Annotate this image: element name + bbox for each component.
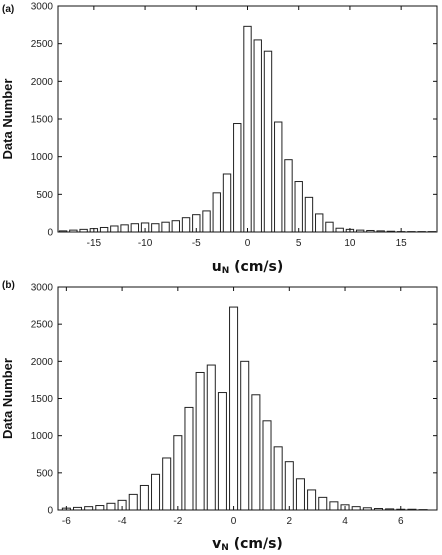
chart-a-bar	[243, 25, 252, 233]
chart-b-bar	[151, 473, 161, 511]
chart-b-bar	[162, 457, 172, 511]
chart-b-bar	[273, 446, 283, 511]
chart-b-bar	[295, 478, 305, 511]
chart-a-bar	[253, 39, 262, 233]
chart-a-bar	[284, 159, 293, 233]
chart-b-ytick-label: 500	[36, 468, 53, 479]
chart-b-xtick-label: -6	[62, 516, 71, 527]
chart-b-bar	[329, 501, 339, 511]
chart-a-xlabel-unit: (cm/s)	[229, 259, 283, 275]
chart-a-bar	[233, 123, 242, 233]
chart-a-bar	[274, 121, 283, 233]
chart-a-bar	[202, 210, 211, 233]
chart-a-xtick-label: -15	[87, 238, 102, 249]
chart-b-bar	[307, 489, 317, 511]
chart-a-bars	[58, 25, 437, 233]
chart-b-xlabel-main: v	[212, 536, 221, 552]
chart-a-bar	[263, 50, 273, 233]
chart-a-bar	[212, 192, 221, 233]
chart-a-ytick-label: 1500	[31, 115, 54, 126]
chart-b-bar	[229, 306, 239, 511]
chart-b-bar	[318, 496, 328, 511]
chart-b-panel-label: (b)	[2, 280, 15, 291]
chart-b-xlabel-sub: N	[221, 543, 229, 553]
chart-a-bar	[181, 217, 191, 233]
chart-b-bar	[84, 506, 94, 511]
chart-a-bar	[325, 221, 334, 233]
chart-b-ytick-label: 0	[47, 506, 53, 517]
chart-a-xtick-label: -10	[138, 238, 153, 249]
chart-b-xtick-label: 2	[287, 516, 293, 527]
histogram-panel-b: (b) 0 500 1000 1500 2000 2500 3000 -6 -4 -2 0 2 4 6 Dat…	[0, 278, 442, 555]
chart-b-bar	[284, 461, 294, 511]
chart-b-xlabel: vN (cm/s)	[212, 536, 283, 553]
chart-b-ytick-label: 3000	[31, 283, 54, 294]
chart-b-bar	[240, 360, 250, 511]
chart-a-ytick-label: 0	[47, 228, 53, 239]
chart-a-xtick-label: 0	[245, 238, 251, 249]
chart-a-bar	[335, 227, 344, 233]
chart-a-bar	[110, 225, 119, 233]
chart-a-xtick-label: -5	[192, 238, 201, 249]
chart-b-bar	[184, 406, 194, 511]
chart-a-bar	[171, 220, 180, 233]
chart-a-bar	[151, 223, 160, 233]
chart-a-ytick-label: 2000	[31, 77, 54, 88]
chart-b-ytick-label: 2500	[31, 320, 54, 331]
chart-b-xlabel-unit: (cm/s)	[229, 536, 283, 552]
chart-a-bar	[222, 173, 232, 233]
chart-b-ytick-label: 2000	[31, 357, 54, 368]
chart-a-bar	[130, 223, 140, 233]
chart-a-xlabel-sub: N	[222, 266, 230, 276]
chart-b-bar	[217, 392, 227, 511]
chart-a-ytick-label: 500	[36, 190, 53, 201]
chart-b-bar	[95, 505, 105, 511]
chart-b-ylabel: Data Number	[0, 358, 15, 439]
chart-b-bar	[195, 371, 205, 511]
chart-a-xtick-label: 10	[344, 238, 356, 249]
chart-b-bar	[262, 420, 272, 511]
chart-b-xtick-label: -2	[173, 516, 182, 527]
chart-a-bar	[120, 224, 129, 233]
chart-b-xtick-label: 6	[398, 516, 404, 527]
histogram-chart-b: (b) 0 500 1000 1500 2000 2500 3000 -6 -4 -2 0 2 4 6 Dat…	[0, 280, 438, 553]
chart-b-ytick-label: 1000	[31, 431, 54, 442]
chart-b-ytick-label: 1500	[31, 394, 54, 405]
chart-a-bar	[294, 181, 303, 233]
chart-b-bar	[251, 394, 261, 511]
chart-a-ytick-label: 1000	[31, 152, 54, 163]
chart-a-bar	[315, 213, 324, 233]
chart-b-bar	[173, 435, 183, 511]
chart-a-ytick-label: 2500	[31, 39, 54, 50]
chart-a-panel-label: (a)	[2, 4, 14, 15]
chart-b-bar	[106, 502, 116, 511]
chart-a-ylabel: Data Number	[0, 79, 15, 160]
chart-a-ytick-label: 3000	[31, 2, 54, 13]
histogram-chart-a: (a) 0 500 1000 1500 2000 2500 3000 -15 -10 -5 0 5 10 1…	[0, 2, 438, 276]
chart-a-bar	[161, 221, 170, 233]
chart-a-xlabel: uN (cm/s)	[212, 259, 284, 276]
chart-a-xtick-label: 5	[296, 238, 302, 249]
chart-b-bar	[128, 493, 138, 511]
chart-a-xtick-label: 15	[396, 238, 408, 249]
chart-a-bar	[304, 196, 314, 233]
chart-a-bar	[99, 226, 109, 233]
chart-b-bar	[351, 506, 361, 511]
chart-b-xtick-label: 0	[231, 516, 237, 527]
chart-b-bar	[206, 364, 216, 511]
chart-a-xlabel-main: u	[212, 259, 222, 275]
histogram-panel-a: (a) 0 500 1000 1500 2000 2500 3000 -15 -10 -5 0 5 10 1…	[0, 2, 438, 276]
chart-b-xtick-label: 4	[342, 516, 348, 527]
chart-b-bar	[139, 484, 149, 511]
chart-b-xtick-label: -4	[118, 516, 127, 527]
chart-b-bars	[61, 306, 428, 511]
